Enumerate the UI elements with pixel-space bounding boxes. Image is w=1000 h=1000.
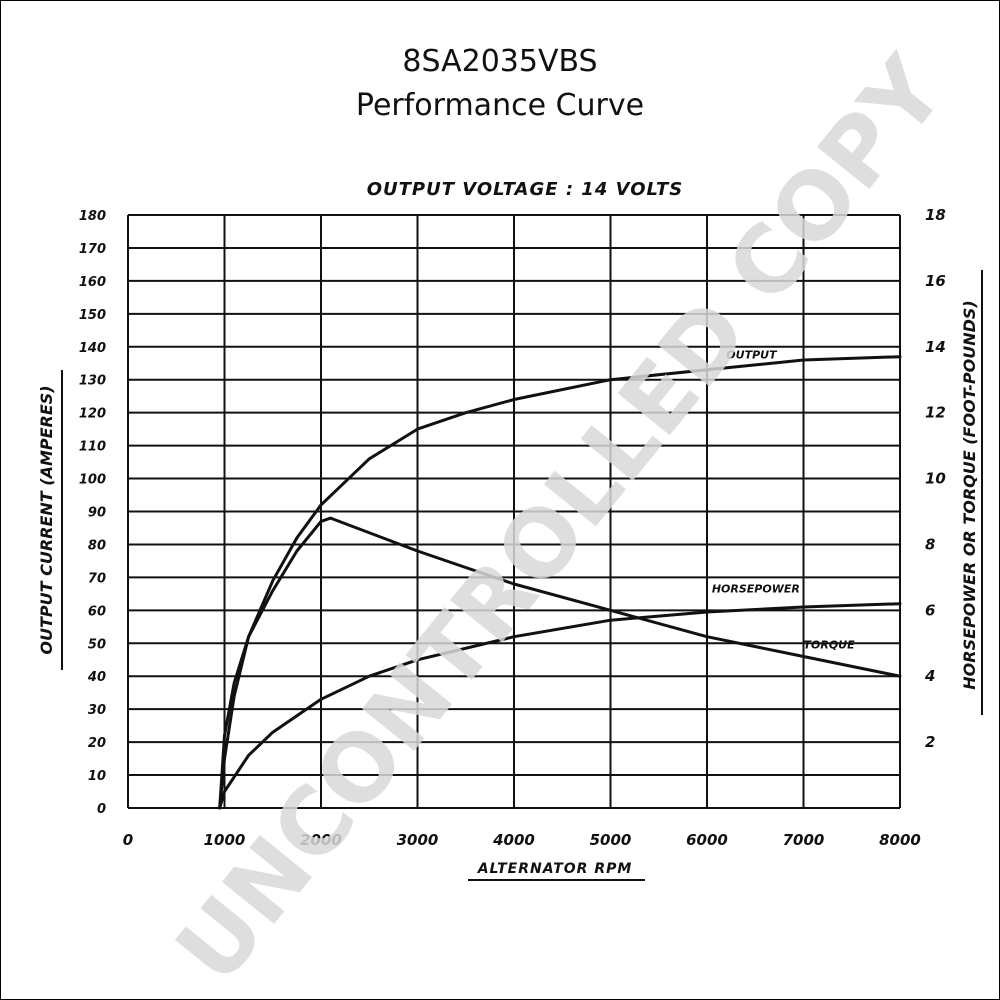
y-tick-left-label: 50 bbox=[88, 637, 106, 652]
chart-series: OUTPUT HORSEPOWER TORQUE bbox=[218, 349, 902, 810]
y-tick-left-label: 30 bbox=[88, 703, 106, 718]
y-tick-left-label: 20 bbox=[88, 736, 106, 751]
y-tick-right-label: 12 bbox=[925, 404, 946, 422]
y-tick-right-label: 6 bbox=[925, 601, 935, 619]
y-tick-left-label: 100 bbox=[79, 473, 106, 488]
x-tick-label: 7000 bbox=[783, 831, 825, 849]
series-label-torque: TORQUE bbox=[804, 638, 856, 651]
y-tick-left-label: 130 bbox=[79, 374, 106, 389]
y-tick-left-label: 140 bbox=[79, 341, 106, 356]
x-tick-label: 2000 bbox=[300, 831, 342, 849]
y-tick-left-label: 10 bbox=[88, 769, 106, 784]
y-tick-left-label: 60 bbox=[88, 604, 106, 619]
x-tick-label: 6000 bbox=[686, 831, 728, 849]
x-tick-label: 0 bbox=[123, 831, 133, 849]
series-label-horsepower: HORSEPOWER bbox=[712, 582, 800, 595]
y-tick-right-label: 10 bbox=[925, 470, 946, 488]
chart-grid bbox=[127, 214, 901, 809]
y-tick-left-label: 40 bbox=[87, 670, 106, 685]
chart-title: OUTPUT VOLTAGE : 14 VOLTS bbox=[367, 179, 684, 200]
y-tick-right-label: 14 bbox=[925, 338, 946, 356]
series-line-horsepower bbox=[218, 602, 902, 810]
y-axis-right-label: HORSEPOWER OR TORQUE (FOOT-POUNDS) bbox=[960, 300, 979, 689]
x-tick-label: 4000 bbox=[492, 831, 535, 849]
y-tick-left-label: 120 bbox=[79, 407, 106, 422]
y-tick-left-label: 150 bbox=[79, 308, 106, 323]
y-tick-left-label: 90 bbox=[88, 506, 106, 521]
y-tick-right-label: 18 bbox=[925, 206, 946, 224]
x-tick-label: 3000 bbox=[397, 831, 439, 849]
x-tick-label: 5000 bbox=[590, 831, 632, 849]
y-tick-right-label: 4 bbox=[924, 667, 935, 685]
chart-ticks: 0102030405060708090100110120130140150160… bbox=[79, 206, 946, 849]
chart-model-title: 8SA2035VBS bbox=[402, 44, 598, 79]
x-tick-label: 8000 bbox=[879, 831, 921, 849]
y-tick-left-label: 180 bbox=[79, 209, 106, 224]
y-tick-left-label: 80 bbox=[88, 538, 106, 553]
y-tick-right-label: 2 bbox=[925, 733, 935, 751]
series-line-torque bbox=[218, 516, 902, 810]
series-line-output bbox=[218, 355, 902, 810]
y-tick-right-label: 16 bbox=[925, 272, 946, 290]
chart-subtitle: Performance Curve bbox=[355, 88, 645, 123]
series-label-output: OUTPUT bbox=[726, 349, 778, 362]
y-tick-left-label: 70 bbox=[88, 571, 106, 586]
y-tick-left-label: 170 bbox=[79, 242, 106, 257]
y-tick-left-label: 160 bbox=[79, 275, 106, 290]
y-tick-left-label: 110 bbox=[79, 440, 106, 455]
x-tick-label: 1000 bbox=[204, 831, 246, 849]
y-tick-right-label: 8 bbox=[925, 535, 935, 553]
y-axis-left-label: OUTPUT CURRENT (AMPERES) bbox=[37, 385, 56, 654]
x-axis-label: ALTERNATOR RPM bbox=[477, 861, 633, 877]
y-tick-left-label: 0 bbox=[97, 802, 106, 817]
